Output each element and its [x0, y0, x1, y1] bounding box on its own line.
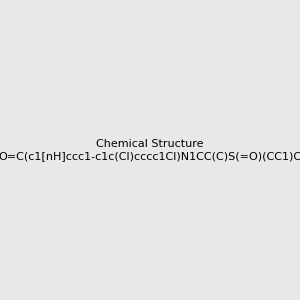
- Text: Chemical Structure
O=C(c1[nH]ccc1-c1c(Cl)cccc1Cl)N1CC(C)S(=O)(CC1)C: Chemical Structure O=C(c1[nH]ccc1-c1c(Cl…: [0, 139, 300, 161]
